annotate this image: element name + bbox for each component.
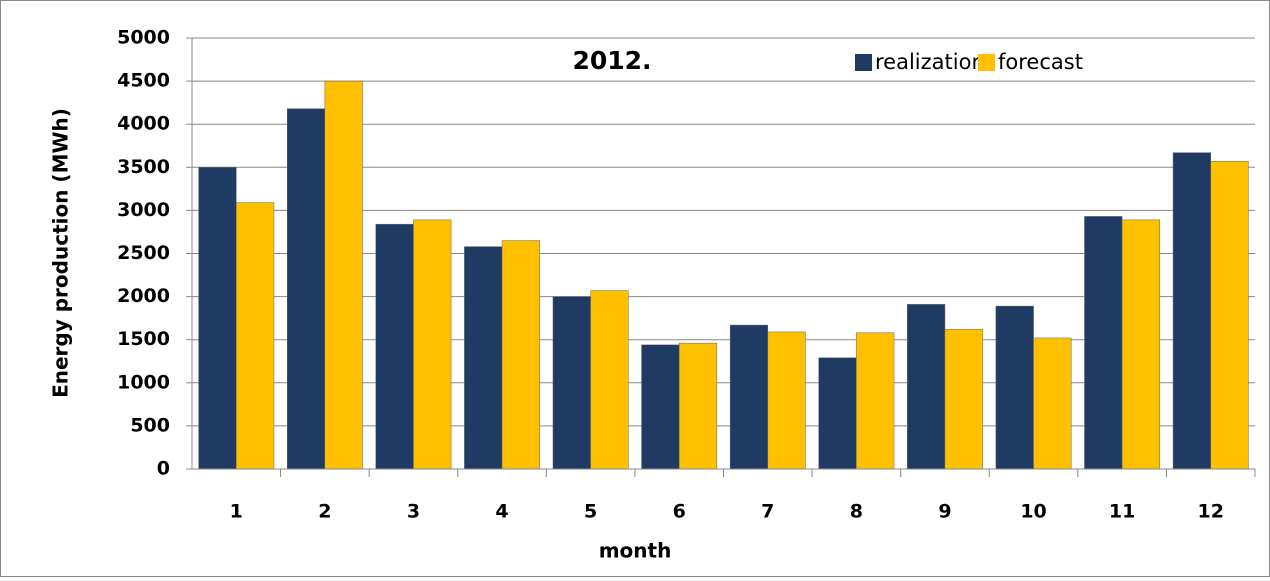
bar: [1033, 337, 1072, 470]
bar: [767, 331, 806, 470]
x-tick-label: 2: [318, 501, 331, 523]
y-tick-label: 1000: [117, 371, 170, 393]
x-tick-label: 7: [761, 501, 774, 523]
bar: [856, 332, 895, 470]
x-tick-label: 10: [1020, 501, 1046, 523]
x-tick-label: 3: [407, 501, 420, 523]
chart-title: 2012.: [572, 46, 651, 75]
x-tick-label: 1: [230, 501, 243, 523]
legend-label: realization: [875, 50, 985, 74]
bar: [995, 305, 1034, 470]
bar: [236, 202, 275, 470]
y-tick-label: 1500: [117, 328, 170, 350]
bar: [729, 324, 769, 470]
bar: [552, 296, 591, 470]
bar: [590, 290, 629, 470]
bar: [907, 304, 946, 470]
y-tick-label: 4000: [117, 113, 170, 135]
bar: [818, 357, 857, 470]
bar: [464, 246, 503, 470]
bar: [286, 108, 326, 470]
x-tick-label: 11: [1109, 501, 1135, 523]
x-tick-label: 5: [584, 501, 597, 523]
legend-swatch: [855, 54, 872, 71]
bar: [324, 80, 363, 470]
bar: [1084, 216, 1123, 470]
y-tick-label: 2000: [117, 285, 170, 307]
bar: [501, 240, 540, 470]
x-axis-label: month: [599, 539, 672, 563]
bar: [198, 167, 237, 470]
legend-label: forecast: [998, 50, 1083, 74]
x-tick-label: 4: [495, 501, 508, 523]
bar: [413, 219, 452, 470]
bar: [641, 344, 680, 470]
y-tick-label: 500: [130, 414, 170, 436]
bar: [1121, 219, 1161, 470]
x-tick-label: 8: [850, 501, 863, 523]
bar: [678, 342, 718, 470]
y-tick-label: 4500: [117, 70, 170, 92]
y-tick-label: 3500: [117, 156, 170, 178]
y-tick-label: 2500: [117, 242, 170, 264]
y-tick-label: 3000: [117, 199, 170, 221]
legend-swatch: [978, 54, 995, 71]
bar: [944, 329, 983, 470]
bar: [1210, 161, 1249, 470]
bar: [1172, 152, 1211, 470]
x-tick-label: 12: [1197, 501, 1223, 523]
x-tick-label: 9: [938, 501, 951, 523]
y-tick-label: 0: [157, 458, 170, 480]
y-axis-label: Energy production (MWh): [49, 108, 73, 398]
y-tick-label: 5000: [117, 27, 170, 49]
x-tick-label: 6: [673, 501, 686, 523]
bar: [375, 223, 414, 470]
